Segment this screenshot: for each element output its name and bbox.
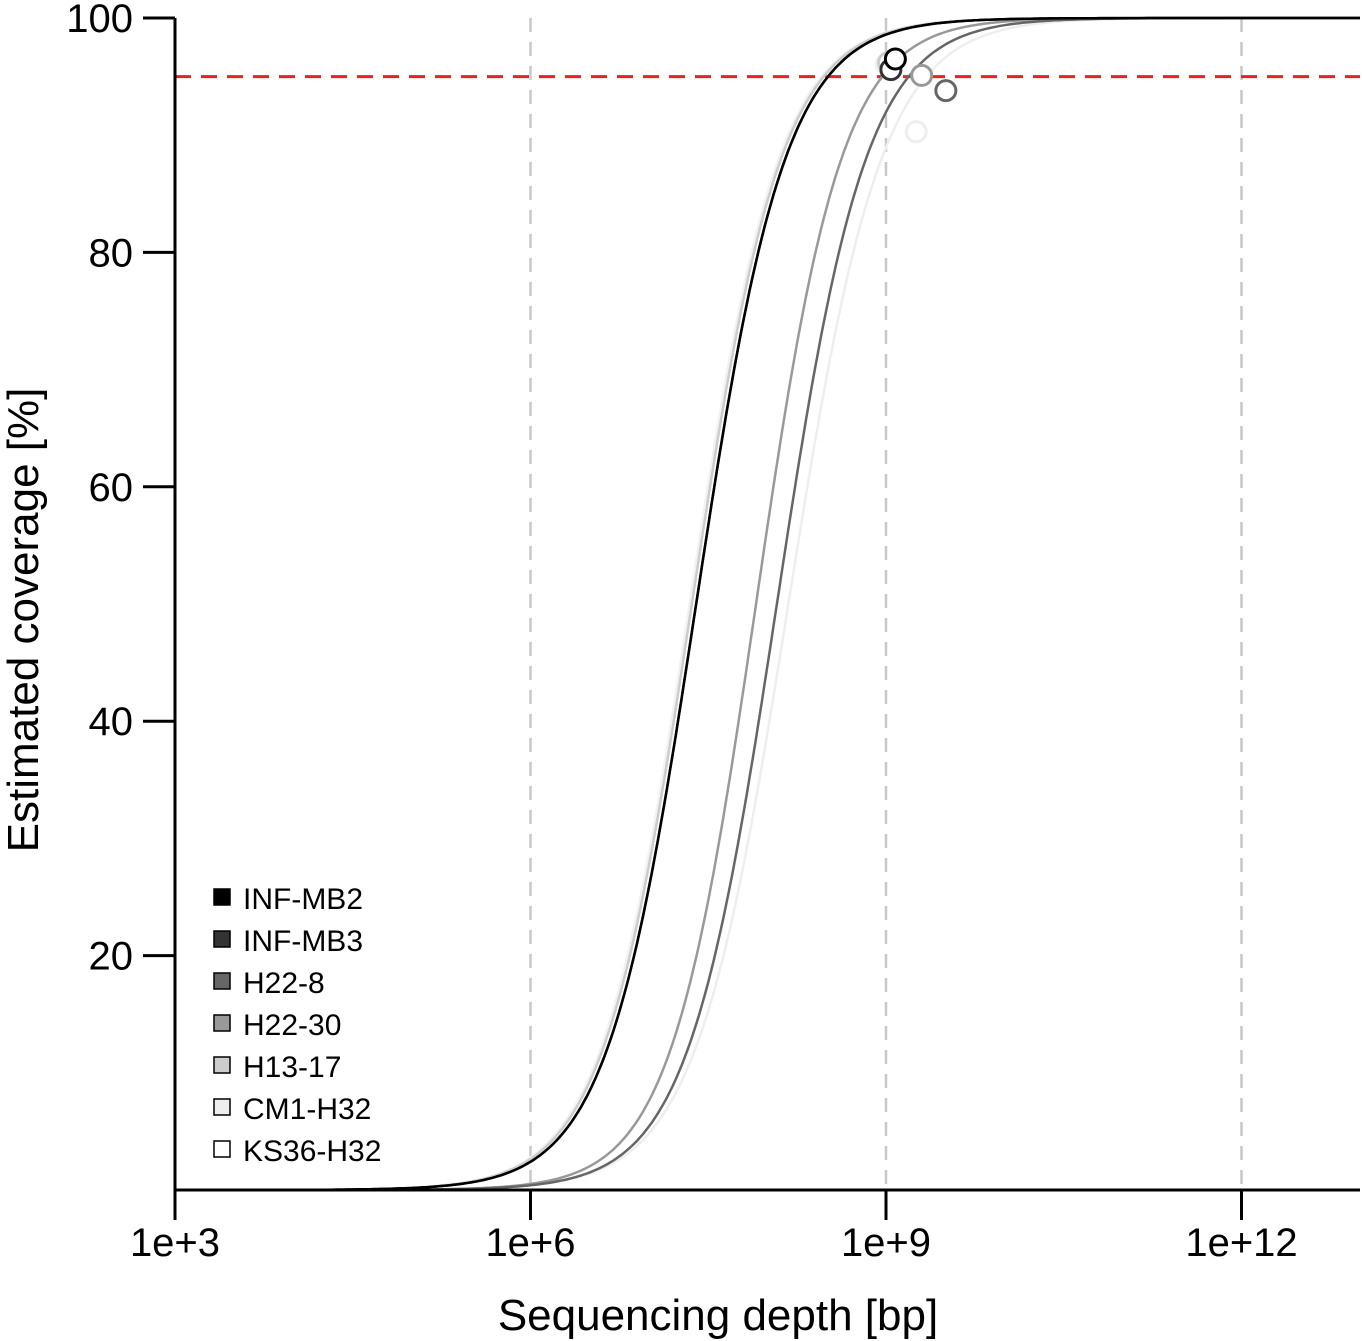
legend-label: INF-MB2 bbox=[243, 883, 363, 916]
legend-swatch bbox=[213, 1014, 231, 1032]
x-axis-title: Sequencing depth [bp] bbox=[498, 1291, 938, 1340]
y-tick-label: 20 bbox=[89, 935, 134, 979]
x-tick-label: 1e+6 bbox=[485, 1221, 575, 1265]
legend-label: H22-30 bbox=[243, 1009, 341, 1042]
axes: 1e+3 1e+6 1e+9 1e+12 20 40 60 80 100 bbox=[66, 0, 1360, 1265]
observed-points bbox=[874, 47, 958, 144]
x-tick-label: 1e+9 bbox=[841, 1221, 931, 1265]
y-tick-label: 80 bbox=[89, 231, 134, 275]
legend-swatch bbox=[213, 1056, 231, 1074]
data-point bbox=[910, 63, 934, 87]
data-point bbox=[883, 47, 907, 71]
x-tick-label: 1e+12 bbox=[1185, 1221, 1297, 1265]
y-tick-label: 60 bbox=[89, 466, 134, 510]
y-tick-label: 100 bbox=[66, 0, 133, 41]
legend-label: CM1-H32 bbox=[243, 1093, 371, 1126]
legend-swatch bbox=[213, 1140, 231, 1158]
legend-swatch bbox=[213, 1098, 231, 1116]
y-tick-label: 40 bbox=[89, 700, 134, 744]
data-point bbox=[934, 79, 958, 103]
legend-label: INF-MB3 bbox=[243, 925, 363, 958]
y-axis-title: Estimated coverage [%] bbox=[0, 388, 48, 853]
legend-label: KS36-H32 bbox=[243, 1135, 381, 1168]
series-lines bbox=[175, 16, 1360, 1192]
legend-label: H13-17 bbox=[243, 1051, 341, 1084]
legend-swatch bbox=[213, 972, 231, 990]
x-tick-label: 1e+3 bbox=[130, 1221, 220, 1265]
legend: INF-MB2 INF-MB3 H22-8 H22-30 H13-17 CM1-H32 KS… bbox=[213, 883, 381, 1168]
data-point bbox=[904, 120, 928, 144]
legend-swatch bbox=[213, 930, 231, 948]
legend-label: H22-8 bbox=[243, 967, 325, 1000]
grid-lines bbox=[529, 18, 1243, 1190]
series-line bbox=[175, 16, 1360, 1192]
legend-swatch bbox=[213, 888, 231, 906]
